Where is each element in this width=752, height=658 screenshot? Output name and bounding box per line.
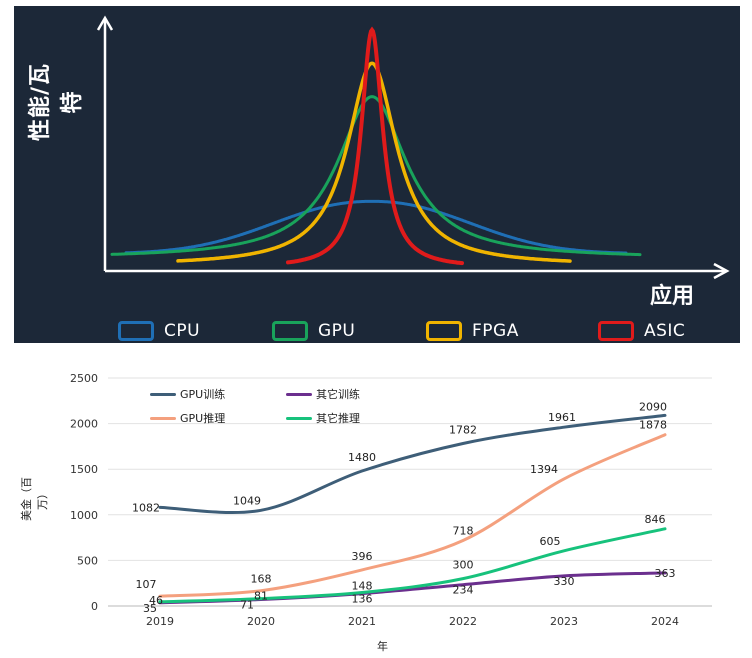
top-curves-group: [110, 26, 642, 266]
legend-line-gpu-inference: [150, 416, 176, 420]
data-label: 300: [453, 559, 474, 572]
series-line-0: [158, 413, 667, 514]
data-label: 1480: [348, 451, 376, 464]
legend-label-gpu: GPU: [318, 321, 356, 341]
bottom-y-ticks: 0 500 1000 1500 2000 2500: [70, 372, 98, 613]
x-tick-label: 2022: [449, 615, 477, 628]
y-tick-label: 2000: [70, 418, 98, 431]
data-label: 1878: [639, 419, 667, 432]
y-tick-label: 1000: [70, 509, 98, 522]
bottom-chart-panel: 0 500 1000 1500 2000 2500 2019 2020 2021 2022 202…: [0, 343, 752, 658]
y-tick-label: 1500: [70, 463, 98, 476]
top-y-axis-label: 性能/瓦特: [28, 62, 85, 142]
y-tick-label: 500: [77, 554, 98, 567]
data-label: 2090: [639, 400, 667, 413]
y-tick-label: 2500: [70, 372, 98, 385]
y-tick-label: 0: [91, 600, 98, 613]
legend-item-other-inference: 其它推理: [286, 410, 360, 426]
x-tick-label: 2020: [247, 615, 275, 628]
x-tick-label: 2023: [550, 615, 578, 628]
data-label: 846: [645, 513, 666, 526]
data-label: 718: [453, 525, 474, 538]
legend-swatch-fpga: [426, 321, 462, 341]
legend-label-cpu: CPU: [164, 321, 201, 341]
x-tick-label: 2024: [651, 615, 679, 628]
data-label: 107: [136, 578, 157, 591]
legend-item-other-training: 其它训练: [286, 386, 360, 402]
bottom-series-lines: [158, 413, 667, 605]
data-label: 234: [453, 584, 474, 597]
legend-label-other-training: 其它训练: [316, 388, 360, 401]
curve-gpu: [110, 95, 642, 257]
curve-asic: [286, 26, 464, 266]
series-line-3: [158, 527, 667, 604]
legend-item-gpu-inference: GPU推理: [150, 410, 225, 426]
top-y-arrow: [96, 15, 114, 31]
bottom-x-axis-label: 年: [377, 640, 388, 653]
legend-label-fpga: FPGA: [472, 321, 519, 341]
top-x-axis-label: 应用: [650, 284, 695, 309]
legend-swatch-asic: [598, 321, 634, 341]
bottom-y-axis-label: 美金（百万）: [20, 477, 49, 521]
legend-item-fpga: FPGA: [426, 320, 519, 342]
curve-fpga: [176, 61, 572, 263]
legend-item-gpu-training: GPU训练: [150, 386, 225, 402]
legend-line-other-inference: [286, 416, 312, 420]
data-label: 1394: [530, 463, 558, 476]
data-label: 1782: [449, 423, 477, 436]
legend-swatch-gpu: [272, 321, 308, 341]
x-tick-label: 2019: [146, 615, 174, 628]
bottom-gridlines: [108, 377, 712, 607]
data-label: 46: [149, 594, 163, 607]
legend-item-asic: ASIC: [598, 320, 685, 342]
data-label: 136: [352, 593, 373, 606]
series-line-2: [158, 433, 667, 598]
data-label: 1049: [233, 494, 261, 507]
bottom-chart-svg: 0 500 1000 1500 2000 2500 2019 2020 2021 2022 202…: [70, 372, 712, 628]
curve-cpu: [124, 199, 628, 255]
legend-label-gpu-inference: GPU推理: [180, 412, 226, 425]
data-label: 330: [554, 575, 575, 588]
legend-label-other-inference: 其它推理: [316, 412, 360, 425]
data-label: 71: [240, 599, 254, 612]
data-label: 1082: [132, 501, 160, 514]
legend-line-gpu-training: [150, 392, 176, 396]
legend-line-other-training: [286, 392, 312, 396]
legend-item-cpu: CPU: [118, 320, 200, 342]
data-label: 168: [251, 573, 272, 586]
legend-swatch-cpu: [118, 321, 154, 341]
data-label: 81: [254, 590, 268, 603]
legend-item-gpu: GPU: [272, 320, 355, 342]
legend-label-asic: ASIC: [644, 321, 686, 341]
legend-label-gpu-training: GPU训练: [180, 388, 226, 401]
bottom-x-ticks: 2019 2020 2021 2022 2023 2024: [146, 615, 679, 628]
top-x-arrow: [713, 262, 730, 280]
data-label: 35: [143, 602, 157, 615]
data-label: 363: [655, 567, 676, 580]
top-chart-panel: 性能/瓦特 应用 CPU GPU FPGA ASIC: [14, 6, 740, 343]
bottom-data-labels: 1082 1049 1480 1782 1961 2090 35 71 136 234 330 363…: [132, 400, 676, 614]
data-label: 148: [352, 580, 373, 593]
x-tick-label: 2021: [348, 615, 376, 628]
data-label: 605: [540, 535, 561, 548]
data-label: 396: [352, 550, 373, 563]
top-chart-svg: [96, 15, 730, 280]
data-label: 1961: [548, 411, 576, 424]
